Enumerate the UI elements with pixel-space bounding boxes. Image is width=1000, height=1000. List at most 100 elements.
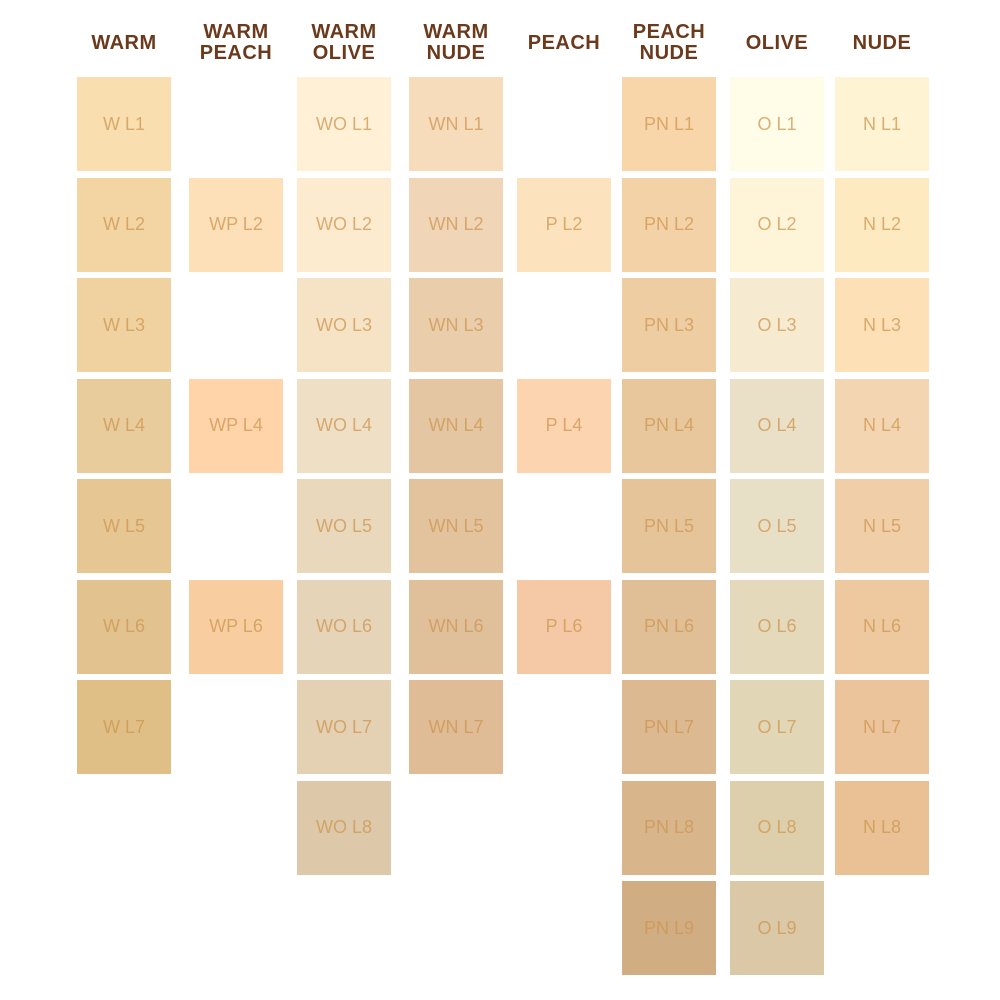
shade-swatch: N L7 bbox=[835, 680, 929, 774]
swatch-label: PN L8 bbox=[643, 817, 695, 837]
swatch-label: O L8 bbox=[757, 817, 797, 837]
column-header: OLIVE bbox=[710, 18, 844, 68]
shade-swatch: WP L2 bbox=[189, 177, 283, 272]
shade-swatch: WN L3 bbox=[409, 278, 503, 372]
swatch-label: P L6 bbox=[545, 616, 583, 636]
shade-swatch: WO L8 bbox=[297, 780, 391, 875]
swatch-label: O L2 bbox=[757, 214, 797, 234]
column-header: WARM bbox=[57, 18, 191, 68]
shade-swatch: P L6 bbox=[517, 579, 611, 674]
shade-swatch: WO L2 bbox=[297, 177, 391, 272]
shade-swatch: N L6 bbox=[835, 579, 929, 674]
shade-swatch: WP L4 bbox=[189, 378, 283, 473]
column-header: WARM NUDE bbox=[389, 18, 523, 68]
shade-swatch: WO L5 bbox=[297, 479, 391, 573]
swatch-label: WN L1 bbox=[428, 113, 484, 134]
shade-swatch: WN L1 bbox=[409, 77, 503, 171]
swatch-label: P L4 bbox=[545, 415, 583, 435]
shade-swatch: P L4 bbox=[517, 378, 611, 473]
swatch-label: N L5 bbox=[862, 515, 902, 536]
shade-swatch: O L9 bbox=[730, 881, 824, 975]
shade-swatch: O L5 bbox=[730, 479, 824, 573]
swatch-label: WN L5 bbox=[428, 515, 484, 536]
swatch-label: N L1 bbox=[862, 113, 902, 134]
shade-swatch: PN L6 bbox=[622, 579, 716, 674]
column-header-line: NUDE bbox=[639, 42, 699, 64]
shade-swatch: W L2 bbox=[77, 177, 171, 272]
shade-swatch: WO L7 bbox=[297, 680, 391, 774]
shade-swatch: PN L7 bbox=[622, 680, 716, 774]
shade-swatch: N L3 bbox=[835, 278, 929, 372]
column-header: PEACH NUDE bbox=[602, 18, 736, 68]
shade-swatch: W L7 bbox=[77, 680, 171, 774]
swatch-label: PN L6 bbox=[643, 616, 695, 636]
shade-swatch: N L5 bbox=[835, 479, 929, 573]
swatch-label: PN L7 bbox=[643, 716, 695, 737]
swatch-label: WP L2 bbox=[209, 214, 263, 234]
swatch-label: O L3 bbox=[757, 314, 797, 335]
column-header-line: OLIVE bbox=[312, 42, 376, 64]
swatch-label: N L8 bbox=[862, 817, 902, 837]
shade-swatch: O L4 bbox=[730, 378, 824, 473]
swatch-label: N L4 bbox=[862, 415, 902, 435]
swatch-label: WN L3 bbox=[428, 314, 484, 335]
swatch-label: P L2 bbox=[545, 214, 583, 234]
swatch-label: W L5 bbox=[102, 515, 145, 536]
swatch-label: WN L2 bbox=[428, 214, 484, 234]
swatch-label: WO L8 bbox=[315, 817, 372, 837]
swatch-label: O L5 bbox=[757, 515, 797, 536]
shade-swatch: WO L4 bbox=[297, 378, 391, 473]
column-header-line: PEACH bbox=[527, 31, 601, 54]
shade-swatch: WN L6 bbox=[409, 579, 503, 674]
column-header-line: NUDE bbox=[852, 31, 912, 54]
swatch-label: W L6 bbox=[102, 616, 145, 636]
shade-swatch: N L8 bbox=[835, 780, 929, 875]
shade-swatch: O L3 bbox=[730, 278, 824, 372]
swatch-label: WO L1 bbox=[315, 113, 372, 134]
column-header-line: PEACH bbox=[632, 21, 706, 43]
swatch-label: O L4 bbox=[757, 415, 797, 435]
swatch-label: N L6 bbox=[862, 616, 902, 636]
swatch-label: W L4 bbox=[102, 415, 145, 435]
shade-swatch: PN L8 bbox=[622, 780, 716, 875]
shade-swatch: W L4 bbox=[77, 378, 171, 473]
shade-swatch: WN L4 bbox=[409, 378, 503, 473]
swatch-label: N L2 bbox=[862, 214, 902, 234]
column-header-line: OLIVE bbox=[745, 31, 809, 54]
swatch-label: WN L6 bbox=[428, 616, 484, 636]
column-header: WARM OLIVE bbox=[277, 18, 411, 68]
swatch-label: WO L5 bbox=[315, 515, 372, 536]
swatch-label: W L1 bbox=[102, 113, 145, 134]
swatch-label: PN L2 bbox=[643, 214, 695, 234]
swatch-label: O L6 bbox=[757, 616, 797, 636]
swatch-label: W L2 bbox=[102, 214, 145, 234]
swatch-label: PN L1 bbox=[643, 113, 695, 134]
shade-swatch: O L6 bbox=[730, 579, 824, 674]
column-header: NUDE bbox=[815, 18, 949, 68]
shade-swatch: PN L3 bbox=[622, 278, 716, 372]
shade-swatch: WO L6 bbox=[297, 579, 391, 674]
shade-swatch: P L2 bbox=[517, 177, 611, 272]
shade-swatch: N L2 bbox=[835, 177, 929, 272]
shade-swatch: N L4 bbox=[835, 378, 929, 473]
column-header-line: WARM bbox=[311, 21, 377, 43]
shade-swatch: O L7 bbox=[730, 680, 824, 774]
column-header-line: WARM bbox=[203, 21, 269, 43]
column-header: WARM PEACH bbox=[169, 18, 303, 68]
swatch-label: WO L7 bbox=[315, 716, 372, 737]
shade-swatch: O L2 bbox=[730, 177, 824, 272]
swatch-label: WO L6 bbox=[315, 616, 372, 636]
swatch-label: WP L6 bbox=[209, 616, 263, 636]
swatch-label: PN L4 bbox=[643, 415, 695, 435]
shade-swatch: PN L1 bbox=[622, 77, 716, 171]
shade-swatch: PN L9 bbox=[622, 881, 716, 975]
column-header-line: PEACH bbox=[199, 42, 273, 64]
column-header: PEACH bbox=[497, 18, 631, 68]
swatch-label: N L7 bbox=[862, 716, 902, 737]
shade-swatch: O L8 bbox=[730, 780, 824, 875]
swatch-label: O L7 bbox=[757, 716, 797, 737]
shade-swatch: WN L5 bbox=[409, 479, 503, 573]
column-header-line: NUDE bbox=[426, 42, 486, 64]
swatch-label: N L3 bbox=[862, 314, 902, 335]
shade-swatch: WN L7 bbox=[409, 680, 503, 774]
